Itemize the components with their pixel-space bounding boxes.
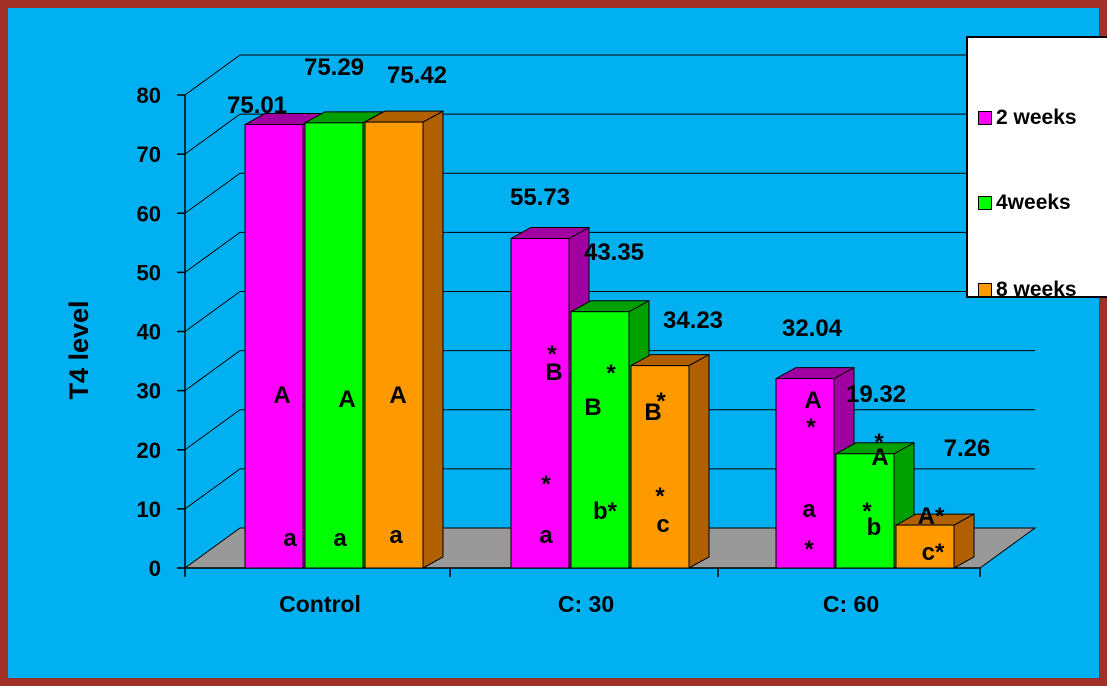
bar-annotation: B: [545, 359, 562, 386]
legend-swatch-4weeks: [978, 196, 992, 210]
bar-annotation: A: [273, 382, 290, 409]
value-label: 43.35: [584, 239, 644, 266]
y-tick-label: 40: [137, 320, 161, 345]
legend-item-4weeks: 4weeks: [978, 191, 1071, 215]
gridline-diagonal: [184, 54, 241, 96]
bar-annotation: a: [802, 496, 816, 523]
bar-front: [630, 365, 690, 569]
gridline-diagonal: [184, 172, 241, 214]
bar-annotation: *: [541, 471, 551, 498]
legend-item-2-weeks: 2 weeks: [978, 106, 1077, 130]
value-label: 7.26: [944, 435, 991, 462]
gridline-diagonal: [184, 113, 241, 155]
bar-annotation: A: [389, 382, 406, 409]
legend: 2 weeks 4weeks 8 weeks: [966, 36, 1107, 301]
x-tick-label-2: C: 60: [823, 591, 879, 617]
bar-annotation: *: [606, 360, 616, 387]
bar-annotation: *: [874, 429, 884, 456]
y-tick-label: 50: [137, 260, 161, 285]
gridline-diagonal: [184, 350, 241, 392]
bar-annotation: A: [871, 444, 888, 471]
value-labels: 75.01 75.29 75.42 55.73 43.35 34.23 32.04 19.32…: [227, 54, 990, 462]
bar-annotation: *: [862, 498, 872, 525]
legend-label-8-weeks: 8 weeks: [996, 278, 1077, 301]
gridline-diagonal: [184, 468, 241, 510]
bar-side: [688, 353, 710, 569]
legend-label-4weeks: 4weeks: [996, 191, 1071, 214]
bar-front: [835, 453, 895, 569]
bar-annotation: a: [333, 525, 347, 552]
value-label: 34.23: [663, 307, 723, 334]
bar-8-weeks-2: A* c*: [895, 503, 975, 569]
y-axis-title: T4 level: [64, 300, 94, 399]
gridline-diagonal: [184, 291, 241, 332]
bar-front: [510, 237, 570, 569]
value-label: 55.73: [510, 184, 570, 211]
value-label: 75.01: [227, 92, 287, 119]
legend-swatch-2-weeks: [978, 111, 992, 125]
legend-label-2-weeks: 2 weeks: [996, 106, 1077, 129]
bar-annotation: *: [804, 536, 814, 563]
bar-annotation: c: [656, 511, 669, 538]
bar-annotation: c*: [922, 539, 945, 566]
bar-front: [244, 124, 304, 569]
gridline-diagonal: [184, 409, 241, 451]
y-tick-label: 70: [137, 142, 161, 167]
value-label: 75.42: [387, 62, 447, 89]
bar-side: [422, 110, 444, 569]
bar-front: [304, 122, 364, 569]
y-tick-label: 60: [137, 201, 161, 226]
y-tick-label: 0: [149, 556, 161, 581]
bar-annotation: b: [867, 514, 882, 541]
bar-8-weeks-1: *B*c: [630, 353, 710, 569]
bar-front: [895, 524, 955, 569]
x-axis: Control C: 30 C: 60: [184, 567, 981, 617]
bar-front: [364, 121, 424, 569]
bar-annotation: A: [338, 386, 355, 413]
bar-annotation: *: [655, 483, 665, 510]
y-tick-label: 10: [137, 497, 161, 522]
y-tick-label: 20: [137, 438, 161, 463]
bar-annotation: *: [806, 414, 816, 441]
x-tick-label-1: C: 30: [558, 591, 614, 617]
bar-front: [775, 378, 835, 569]
legend-item-8-weeks: 8 weeks: [978, 278, 1077, 302]
bar-front: [570, 311, 630, 569]
legend-swatch-8-weeks: [978, 283, 992, 297]
bar-annotation: B: [644, 399, 661, 426]
value-label: 19.32: [846, 381, 906, 408]
bar-annotation: A: [804, 387, 821, 414]
value-label: 75.29: [304, 54, 364, 81]
y-axis: 0 10 20 30 40 50 60 70 80: [137, 83, 186, 581]
bar-annotation: *: [547, 341, 557, 368]
bar-annotation: B: [584, 394, 601, 421]
bar-8-weeks-0: Aa: [364, 110, 444, 569]
x-tick-label-0: Control: [279, 591, 361, 617]
gridline-diagonal: [184, 231, 241, 273]
bar-annotation: a: [389, 522, 403, 549]
bar-annotation: a: [539, 522, 553, 549]
bar-annotation: A*: [918, 503, 945, 530]
y-tick-label: 30: [137, 379, 161, 404]
bar-annotation: a: [283, 525, 297, 552]
value-label: 32.04: [782, 315, 843, 342]
bar-annotation: *: [656, 388, 666, 415]
bar-annotation: b*: [593, 498, 618, 525]
y-tick-label: 80: [137, 83, 161, 108]
